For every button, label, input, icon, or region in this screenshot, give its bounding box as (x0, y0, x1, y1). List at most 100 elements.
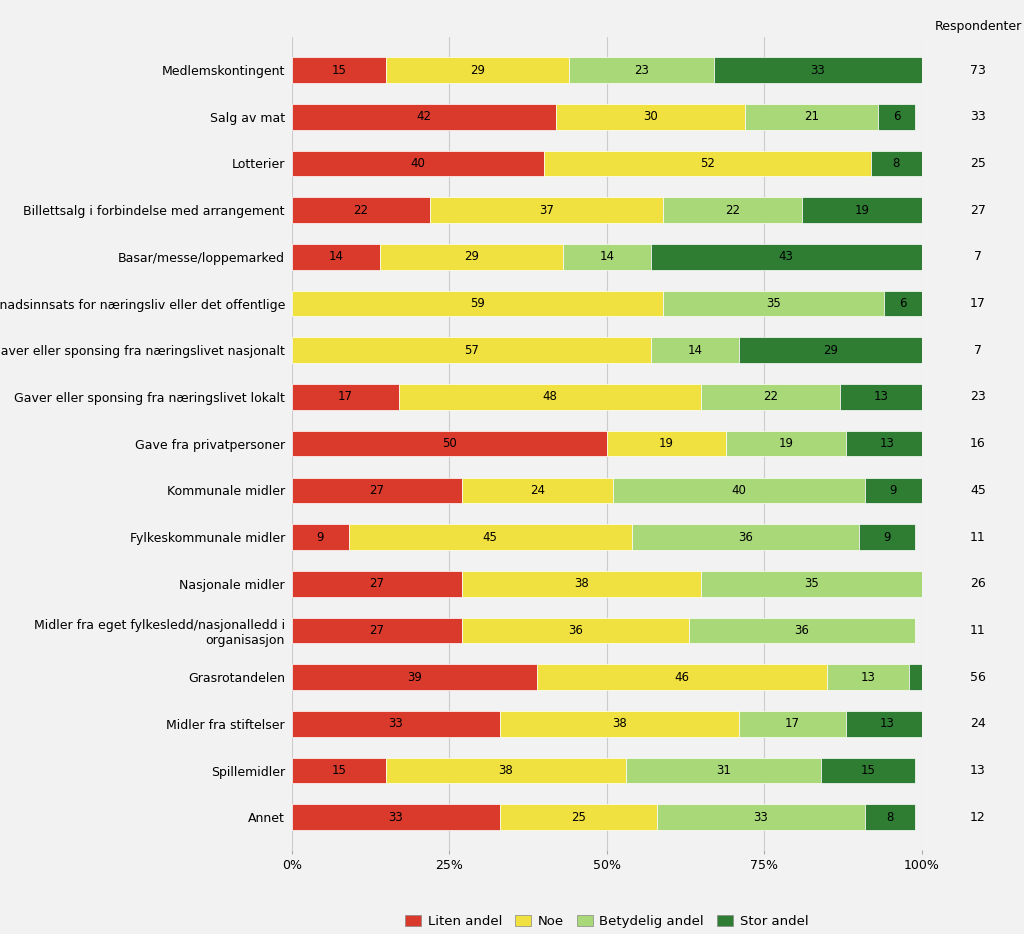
Bar (544, 150, 871, 177)
Text: 38: 38 (499, 764, 513, 777)
Text: 13: 13 (860, 671, 876, 684)
Bar (292, 150, 544, 177)
Text: 38: 38 (612, 717, 627, 730)
Bar (626, 757, 821, 784)
Bar (462, 477, 613, 503)
Text: 13: 13 (970, 764, 986, 777)
Text: 14: 14 (329, 250, 343, 263)
Text: 14: 14 (687, 344, 702, 357)
Text: 48: 48 (543, 390, 557, 403)
Text: 13: 13 (880, 717, 894, 730)
Text: 43: 43 (779, 250, 794, 263)
Bar (821, 757, 915, 784)
Bar (664, 197, 802, 223)
Text: 27: 27 (370, 624, 384, 637)
Text: 7: 7 (974, 250, 982, 263)
Text: 22: 22 (725, 204, 740, 217)
Bar (701, 384, 840, 410)
Text: 11: 11 (970, 531, 986, 544)
Text: 23: 23 (970, 390, 986, 403)
Bar (292, 384, 399, 410)
Text: 17: 17 (970, 297, 986, 310)
Text: 9: 9 (890, 484, 897, 497)
Bar (562, 244, 651, 270)
Bar (739, 711, 846, 737)
Text: 39: 39 (408, 671, 422, 684)
Text: 73: 73 (970, 64, 986, 77)
Bar (739, 337, 922, 363)
Text: 45: 45 (970, 484, 986, 497)
Bar (858, 524, 915, 550)
Bar (399, 384, 701, 410)
Text: 19: 19 (778, 437, 794, 450)
Text: 8: 8 (893, 157, 900, 170)
Text: 24: 24 (530, 484, 545, 497)
Text: 25: 25 (970, 157, 986, 170)
Bar (292, 757, 386, 784)
Text: 17: 17 (785, 717, 800, 730)
Text: 13: 13 (880, 437, 894, 450)
Text: 6: 6 (893, 110, 900, 123)
Text: 35: 35 (804, 577, 819, 590)
Legend: Liten andel, Noe, Betydelig andel, Stor andel: Liten andel, Noe, Betydelig andel, Stor … (400, 910, 813, 933)
Bar (878, 104, 915, 130)
Text: 37: 37 (540, 204, 554, 217)
Bar (386, 757, 626, 784)
Text: 36: 36 (738, 531, 753, 544)
Text: 33: 33 (810, 64, 825, 77)
Text: 15: 15 (332, 64, 346, 77)
Text: 33: 33 (388, 811, 403, 824)
Bar (292, 290, 664, 317)
Text: 23: 23 (634, 64, 649, 77)
Text: 8: 8 (887, 811, 894, 824)
Text: 33: 33 (970, 110, 986, 123)
Text: 36: 36 (567, 624, 583, 637)
Text: 42: 42 (417, 110, 431, 123)
Bar (840, 384, 922, 410)
Bar (688, 617, 915, 644)
Bar (569, 57, 714, 83)
Bar (500, 711, 739, 737)
Bar (632, 524, 858, 550)
Text: 36: 36 (795, 624, 809, 637)
Bar (802, 197, 922, 223)
Bar (292, 431, 606, 457)
Text: 24: 24 (970, 717, 986, 730)
Text: 46: 46 (675, 671, 690, 684)
Text: 19: 19 (659, 437, 674, 450)
Text: 30: 30 (643, 110, 658, 123)
Bar (745, 104, 878, 130)
Bar (292, 337, 651, 363)
Bar (462, 571, 701, 597)
Text: 27: 27 (970, 204, 986, 217)
Bar (292, 197, 430, 223)
Text: 11: 11 (970, 624, 986, 637)
Text: 38: 38 (574, 577, 589, 590)
Text: 26: 26 (970, 577, 986, 590)
Text: 57: 57 (464, 344, 479, 357)
Bar (651, 244, 922, 270)
Bar (292, 617, 462, 644)
Bar (846, 431, 928, 457)
Text: 29: 29 (470, 64, 485, 77)
Text: 19: 19 (854, 204, 869, 217)
Bar (613, 477, 865, 503)
Text: 17: 17 (338, 390, 353, 403)
Text: 22: 22 (763, 390, 778, 403)
Text: Respondenter: Respondenter (934, 20, 1022, 33)
Bar (884, 290, 922, 317)
Bar (292, 244, 380, 270)
Bar (871, 150, 922, 177)
Text: 56: 56 (970, 671, 986, 684)
Bar (430, 197, 664, 223)
Bar (292, 104, 556, 130)
Text: 22: 22 (353, 204, 369, 217)
Bar (292, 711, 500, 737)
Bar (386, 57, 569, 83)
Bar (292, 524, 348, 550)
Bar (651, 337, 739, 363)
Bar (500, 804, 657, 830)
Bar (556, 104, 745, 130)
Text: 50: 50 (442, 437, 457, 450)
Bar (292, 57, 386, 83)
